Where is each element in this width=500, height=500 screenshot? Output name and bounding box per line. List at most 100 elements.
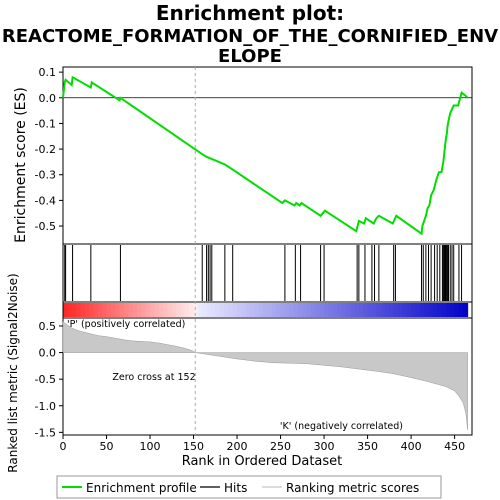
es-panel-frame (62, 66, 473, 245)
color-bar-segment (302, 303, 308, 317)
legend-enrichment-label: Enrichment profile (86, 481, 197, 495)
es-y-tick-label: -0.1 (35, 117, 56, 130)
color-bar-segment (110, 303, 116, 317)
positive-correlation-label: 'P' (positively correlated) (67, 319, 185, 330)
color-bar-segment (228, 303, 234, 317)
rank-y-tick-label: -0.5 (35, 373, 56, 386)
color-bar-segment (319, 303, 325, 317)
color-bar-segment (128, 303, 134, 317)
color-bar-segment (76, 303, 81, 317)
color-bar-segment (328, 303, 334, 317)
color-bar-segment (293, 303, 299, 317)
color-bar-segment (184, 303, 190, 317)
color-bar-segment (154, 303, 160, 317)
color-bar-segment (415, 303, 421, 317)
color-bar-segment (332, 303, 338, 317)
color-bar-segment (389, 303, 395, 317)
color-bar-segment (384, 303, 390, 317)
rank-y-axis: 0.5 0.0 -0.5 -1.0 -1.5 (35, 320, 63, 439)
color-bar-segment (398, 303, 403, 317)
es-y-axis: 0.1 0.0 -0.1 -0.2 -0.3 -0.4 -0.5 (35, 66, 63, 233)
rank-panel-frame (62, 317, 473, 436)
rank-y-tick-label: 0.5 (39, 320, 57, 333)
color-bar-segment (350, 303, 356, 317)
color-bar-segment (311, 303, 316, 317)
es-y-tick-label: -0.5 (35, 220, 56, 233)
color-bar-segment (437, 303, 443, 317)
color-bar-segment (141, 303, 147, 317)
color-bar-segment (167, 303, 173, 317)
x-axis-label: Rank in Ordered Dataset (182, 454, 343, 469)
color-bar-segment (406, 303, 412, 317)
color-bar-segment (210, 303, 216, 317)
color-bar-segment (271, 303, 277, 317)
color-bar-segment (145, 303, 151, 317)
color-bar-segment (363, 303, 369, 317)
color-bar-segment (441, 303, 447, 317)
color-bar-segment (241, 303, 247, 317)
color-bar-segment (276, 303, 282, 317)
color-bar-segment (341, 303, 347, 317)
es-y-tick-label: -0.4 (35, 194, 56, 207)
x-tick-label: 350 (357, 440, 378, 453)
color-bar-segment (289, 303, 295, 317)
color-bar-segment (115, 303, 121, 317)
color-bar-segment (102, 303, 108, 317)
color-bar-segment (171, 303, 177, 317)
color-bar-segment (223, 303, 229, 317)
color-bar-segment (136, 303, 142, 317)
color-bar-segment (71, 303, 77, 317)
color-bar-segment (345, 303, 351, 317)
legend-frame (56, 475, 442, 499)
color-bar-segment (411, 303, 416, 317)
color-bar-segment (254, 303, 260, 317)
color-bar-segment (306, 303, 312, 317)
color-bar-segment (371, 303, 377, 317)
plot-title: Enrichment plot: REACTOME_FORMATION_OF_T… (2, 1, 498, 67)
x-tick-label: 450 (444, 440, 465, 453)
enrichment-profile-line (62, 75, 469, 236)
color-bar-segment (176, 303, 181, 317)
color-bar-segment (432, 303, 438, 317)
color-bar-segment (428, 303, 434, 317)
x-tick-label: 150 (183, 440, 204, 453)
color-bar-segment (267, 303, 273, 317)
color-bar-segment (263, 303, 268, 317)
color-bar-segment (89, 303, 94, 317)
rank-y-tick-label: -1.0 (35, 400, 56, 413)
color-bar-segment (97, 303, 103, 317)
legend-metric-label: Ranking metric scores (286, 481, 419, 495)
color-bar-segment (376, 303, 382, 317)
color-bar-segment (402, 303, 408, 317)
negative-correlation-label: 'K' (negatively correlated) (280, 421, 403, 432)
color-bar-segment (163, 303, 168, 317)
color-bar-segment (337, 303, 342, 317)
color-bar-segment (219, 303, 225, 317)
color-bar-segment (206, 303, 212, 317)
color-bar-segment (380, 303, 386, 317)
es-y-tick-label: -0.3 (35, 169, 56, 182)
title-line-3: ELOPE (218, 46, 282, 67)
title-line-2: REACTOME_FORMATION_OF_THE_CORNIFIED_ENV (2, 26, 498, 47)
color-bar-segment (454, 303, 460, 317)
color-bar-segment (106, 303, 112, 317)
color-bar-segment (419, 303, 425, 317)
x-tick-label: 300 (314, 440, 335, 453)
ranking-metric-area (62, 321, 468, 430)
color-bar-segment (280, 303, 286, 317)
color-bar-segment (245, 303, 251, 317)
color-bar-segment (424, 303, 429, 317)
color-bar-segment (450, 303, 456, 317)
color-bar-segment (197, 303, 203, 317)
color-bar-segment (463, 303, 469, 317)
legend: Enrichment profile Hits Ranking metric s… (56, 475, 442, 499)
color-bar-segment (445, 303, 451, 317)
x-tick-label: 50 (100, 440, 114, 453)
color-bar-segment (119, 303, 125, 317)
color-bar-segment (458, 303, 464, 317)
es-y-tick-label: 0.0 (39, 92, 57, 105)
color-bar-segment (63, 303, 68, 317)
color-bar-segment (354, 303, 360, 317)
rank-color-bar (63, 303, 469, 317)
